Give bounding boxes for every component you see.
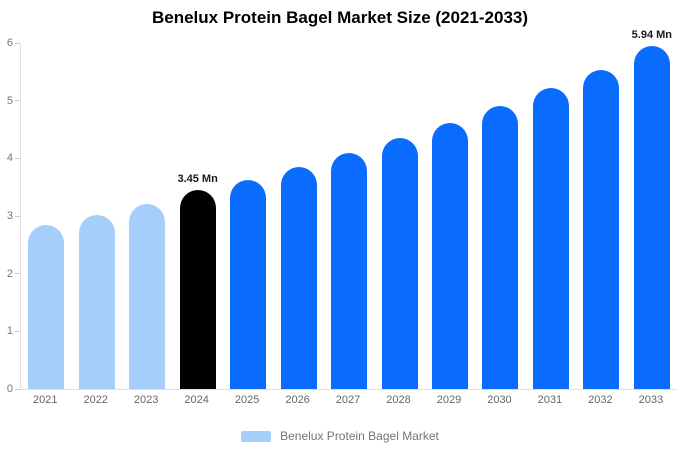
x-tick-label-2028: 2028 [386, 394, 411, 406]
y-tick-label: 2 [6, 267, 13, 280]
bar-2024[interactable] [179, 190, 216, 389]
bar-2021[interactable] [28, 224, 65, 389]
bar-2023[interactable] [129, 203, 166, 389]
x-tick-label-2021: 2021 [32, 394, 58, 406]
y-tick-mark [15, 215, 20, 217]
bar-slot [576, 43, 626, 389]
bar-2031[interactable] [532, 87, 569, 389]
bar-slot [526, 43, 576, 389]
y-tick-label: 4 [6, 152, 13, 165]
bar-slot [324, 43, 374, 389]
x-axis-labels: 2021 2022 2023 2024 2025 2026 2027 2028 2029 2030… [20, 394, 676, 406]
y-tick-label: 3 [6, 210, 13, 222]
x-tick-label-2032: 2032 [588, 394, 613, 406]
plot-area: 3.45 Mn 5.94 Mn [20, 29, 677, 390]
x-tick-label-2031: 2031 [537, 394, 563, 406]
y-axis: 0 1 2 3 4 5 6 [0, 37, 20, 395]
bar-2025[interactable] [230, 180, 267, 389]
x-tick-label-2027: 2027 [335, 394, 361, 406]
x-tick-label-2026: 2026 [285, 394, 310, 406]
x-tick-label-2029: 2029 [436, 394, 462, 406]
bar-slot [223, 43, 273, 389]
y-tick-mark [15, 100, 20, 102]
bar-2027[interactable] [331, 152, 368, 389]
bar-2030[interactable] [482, 105, 519, 389]
bar-2026[interactable] [280, 166, 317, 389]
x-tick-label-2024: 2024 [184, 394, 209, 406]
bar-slot [21, 43, 71, 389]
bar-slot [475, 43, 525, 389]
legend-swatch [241, 430, 272, 442]
bar-2028[interactable] [381, 137, 418, 389]
bar-slot [71, 43, 121, 389]
y-tick-mark [15, 157, 20, 159]
bar-2033[interactable] [633, 46, 670, 389]
x-tick-label-2025: 2025 [234, 394, 260, 406]
bar-2029[interactable] [431, 122, 468, 389]
x-tick-label-2030: 2030 [487, 394, 512, 406]
bar-2022[interactable] [78, 214, 115, 389]
bar-slot [273, 43, 323, 389]
data-label-2033: 5.94 Mn [631, 29, 673, 42]
y-tick-mark [15, 388, 20, 390]
y-tick-label: 5 [6, 94, 13, 107]
chart-title: Benelux Protein Bagel Market Size (2021-… [151, 8, 529, 27]
y-tick-label: 1 [6, 325, 13, 338]
bar-slot: 3.45 Mn [172, 43, 222, 389]
legend-item[interactable]: Benelux Protein Bagel Market [0, 429, 680, 443]
y-tick-label: 6 [6, 37, 13, 49]
y-tick-mark [15, 273, 20, 275]
x-tick-label-2023: 2023 [133, 394, 159, 406]
bar-slot: 5.94 Mn [627, 29, 677, 389]
x-tick-label-2022: 2022 [83, 394, 108, 406]
y-tick-mark [15, 330, 20, 332]
x-tick-label-2033: 2033 [638, 394, 664, 406]
bar-slot [374, 43, 424, 389]
bar-2032[interactable] [583, 69, 620, 389]
bar-slot [122, 43, 172, 389]
data-label-2024: 3.45 Mn [177, 173, 218, 186]
bar-slot [425, 43, 475, 389]
legend-label: Benelux Protein Bagel Market [280, 429, 439, 443]
y-tick-mark [15, 42, 20, 44]
y-tick-label: 0 [6, 383, 13, 395]
